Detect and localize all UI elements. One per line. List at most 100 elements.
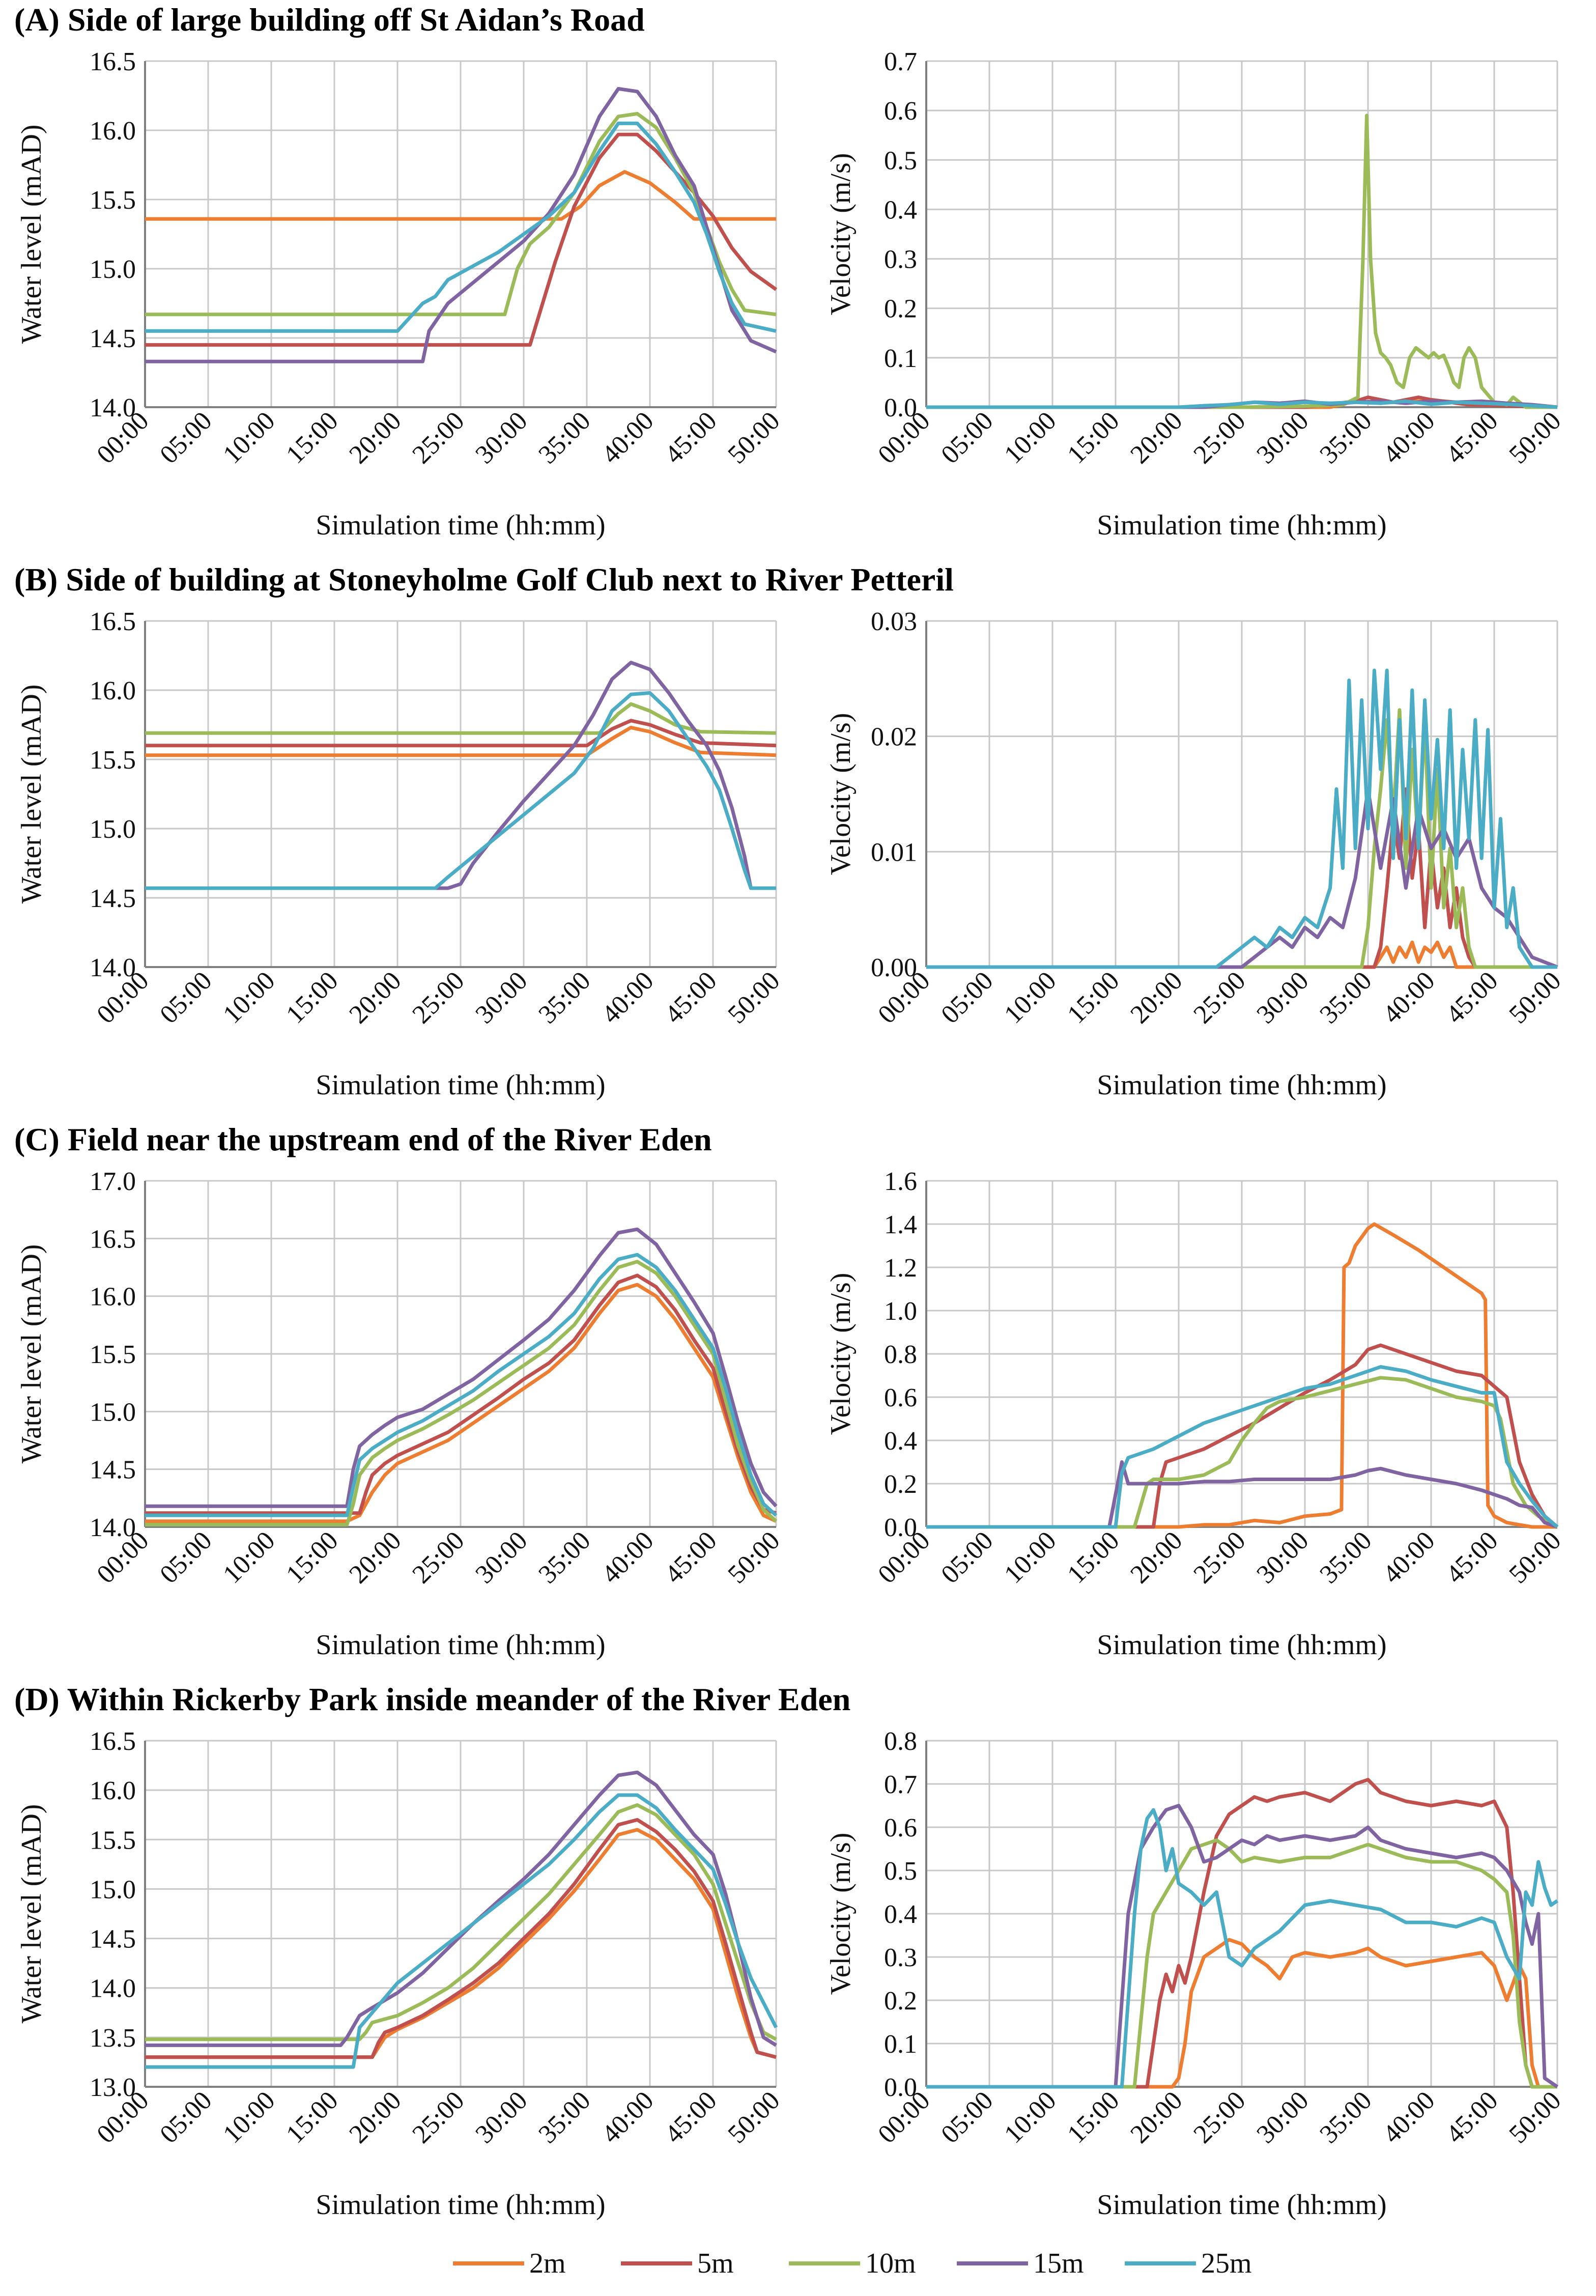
x-tick-label: 20:00 bbox=[344, 2086, 407, 2149]
x-tick-label: 15:00 bbox=[1062, 1526, 1125, 1589]
legend: 2m 5m 10m 15m 25m bbox=[453, 2248, 1252, 2279]
x-tick-label: 30:00 bbox=[1251, 966, 1314, 1029]
x-axis-label: Simulation time (hh:mm) bbox=[1097, 1629, 1386, 1661]
x-tick-label: 35:00 bbox=[533, 1526, 596, 1589]
y-tick-label: 13.5 bbox=[90, 2024, 136, 2053]
x-tick-label: 30:00 bbox=[470, 406, 533, 469]
y-axis-label: Water level (mAD) bbox=[16, 685, 47, 904]
y-tick-label: 0.2 bbox=[884, 295, 917, 324]
x-tick-label: 45:00 bbox=[659, 2086, 722, 2149]
series-line-15m bbox=[145, 1770, 777, 2047]
y-tick-label: 0.8 bbox=[884, 1340, 917, 1369]
y-tick-label: 16.5 bbox=[90, 1225, 136, 1254]
panel-title-b: (B) Side of building at Stoneyholme Golf… bbox=[14, 561, 954, 598]
series-line-25m bbox=[926, 1365, 1559, 1529]
series-line-15m bbox=[926, 1460, 1558, 1529]
x-tick-label: 45:00 bbox=[1440, 1526, 1503, 1589]
x-tick-label: 40:00 bbox=[596, 1526, 659, 1589]
legend-label-5m: 5m bbox=[697, 2248, 734, 2279]
y-tick-label: 0.7 bbox=[884, 1770, 917, 1799]
x-tick-label: 05:00 bbox=[154, 406, 217, 469]
series-line-10m bbox=[926, 1838, 1557, 2089]
y-tick-label: 0.4 bbox=[884, 1900, 917, 1929]
x-axis-label: Simulation time (hh:mm) bbox=[316, 1629, 605, 1661]
x-tick-label: 40:00 bbox=[1377, 406, 1440, 469]
chart-a-velocity: 00:00 05:00 10:00 15:00 20:00 25:00 30:00 35:00… bbox=[825, 47, 1566, 541]
chart-b-velocity: 00:00 05:00 10:00 15:00 20:00 25:00 30:00 35:00… bbox=[825, 607, 1566, 1101]
legend-label-15m: 15m bbox=[1033, 2248, 1084, 2279]
y-tick-label: 0.0 bbox=[884, 393, 917, 422]
x-tick-label: 05:00 bbox=[935, 1526, 999, 1589]
x-tick-label: 05:00 bbox=[935, 966, 999, 1029]
x-tick-label: 35:00 bbox=[1314, 966, 1377, 1029]
legend-label-10m: 10m bbox=[865, 2248, 916, 2279]
x-tick-label: 40:00 bbox=[1377, 2086, 1440, 2149]
x-tick-label: 20:00 bbox=[344, 406, 407, 469]
series-line-5m bbox=[145, 1273, 777, 1515]
x-tick-label: 10:00 bbox=[999, 1526, 1062, 1589]
x-tick-label: 45:00 bbox=[659, 966, 722, 1029]
x-tick-label: 50:00 bbox=[1503, 2086, 1566, 2149]
x-axis-label: Simulation time (hh:mm) bbox=[1097, 1069, 1386, 1101]
x-tick-label: 05:00 bbox=[935, 406, 999, 469]
x-tick-label: 25:00 bbox=[407, 2086, 470, 2149]
x-tick-label: 25:00 bbox=[1188, 406, 1251, 469]
y-tick-label: 14.5 bbox=[90, 324, 136, 353]
x-tick-label: 50:00 bbox=[722, 966, 785, 1029]
x-axis-label: Simulation time (hh:mm) bbox=[316, 2189, 605, 2221]
x-tick-label: 30:00 bbox=[470, 966, 533, 1029]
panel-title-d: (D) Within Rickerby Park inside meander … bbox=[14, 1681, 850, 1717]
x-tick-label: 25:00 bbox=[407, 966, 470, 1029]
y-tick-label: 16.5 bbox=[90, 1727, 136, 1756]
x-tick-label: 10:00 bbox=[217, 406, 280, 469]
x-tick-label: 05:00 bbox=[154, 2086, 217, 2149]
x-tick-label: 15:00 bbox=[280, 966, 344, 1029]
series-line-25m bbox=[145, 1793, 778, 2069]
y-tick-label: 0.5 bbox=[884, 1857, 917, 1886]
y-tick-label: 14.0 bbox=[90, 1974, 136, 2003]
x-tick-label: 20:00 bbox=[344, 1526, 407, 1589]
x-tick-label: 40:00 bbox=[596, 2086, 659, 2149]
y-tick-label: 15.5 bbox=[90, 186, 136, 215]
y-axis-label: Water level (mAD) bbox=[16, 1244, 47, 1464]
y-tick-label: 1.2 bbox=[884, 1254, 917, 1283]
x-tick-label: 10:00 bbox=[217, 2086, 280, 2149]
x-tick-label: 50:00 bbox=[722, 1526, 785, 1589]
x-tick-label: 15:00 bbox=[280, 2086, 344, 2149]
x-axis-label: Simulation time (hh:mm) bbox=[316, 1069, 605, 1101]
y-tick-label: 0.01 bbox=[871, 838, 917, 867]
x-tick-label: 10:00 bbox=[999, 406, 1062, 469]
chart-c-water-level: 00:00 05:00 10:00 15:00 20:00 25:00 30:00 35:00… bbox=[16, 1167, 785, 1661]
x-tick-label: 15:00 bbox=[1062, 2086, 1125, 2149]
x-tick-label: 20:00 bbox=[344, 966, 407, 1029]
y-tick-label: 13.0 bbox=[90, 2073, 136, 2102]
y-tick-label: 0.6 bbox=[884, 1813, 917, 1843]
x-tick-label: 25:00 bbox=[407, 406, 470, 469]
y-tick-label: 15.0 bbox=[90, 255, 136, 284]
x-tick-label: 05:00 bbox=[154, 1526, 217, 1589]
chart-b-water-level: 00:00 05:00 10:00 15:00 20:00 25:00 30:00 35:00… bbox=[16, 607, 785, 1101]
y-axis-label: Velocity (m/s) bbox=[825, 713, 857, 875]
series-line-25m bbox=[926, 399, 1558, 409]
x-tick-label: 20:00 bbox=[1125, 406, 1188, 469]
x-tick-label: 40:00 bbox=[596, 966, 659, 1029]
x-tick-label: 50:00 bbox=[722, 2086, 785, 2149]
y-tick-label: 1.4 bbox=[884, 1210, 917, 1239]
x-tick-label: 20:00 bbox=[1125, 2086, 1188, 2149]
chart-d-velocity: 00:00 05:00 10:00 15:00 20:00 25:00 30:00 35:00… bbox=[825, 1727, 1566, 2221]
series-line-5m bbox=[926, 1343, 1559, 1529]
series-line-25m bbox=[926, 1808, 1558, 2089]
series-line-15m bbox=[145, 1227, 778, 1508]
y-axis-label: Velocity (m/s) bbox=[825, 1273, 857, 1435]
x-tick-label: 25:00 bbox=[1188, 966, 1251, 1029]
series-line-25m bbox=[145, 121, 777, 333]
series-line-15m bbox=[145, 661, 776, 890]
y-tick-label: 0.2 bbox=[884, 1987, 917, 2016]
chart-d-water-level: 00:00 05:00 10:00 15:00 20:00 25:00 30:00 35:00… bbox=[16, 1727, 785, 2221]
y-tick-label: 15.5 bbox=[90, 1340, 136, 1369]
y-tick-label: 14.0 bbox=[90, 1513, 136, 1542]
x-tick-label: 30:00 bbox=[470, 2086, 533, 2149]
series-line-5m bbox=[145, 1818, 777, 2059]
x-tick-label: 45:00 bbox=[659, 406, 722, 469]
